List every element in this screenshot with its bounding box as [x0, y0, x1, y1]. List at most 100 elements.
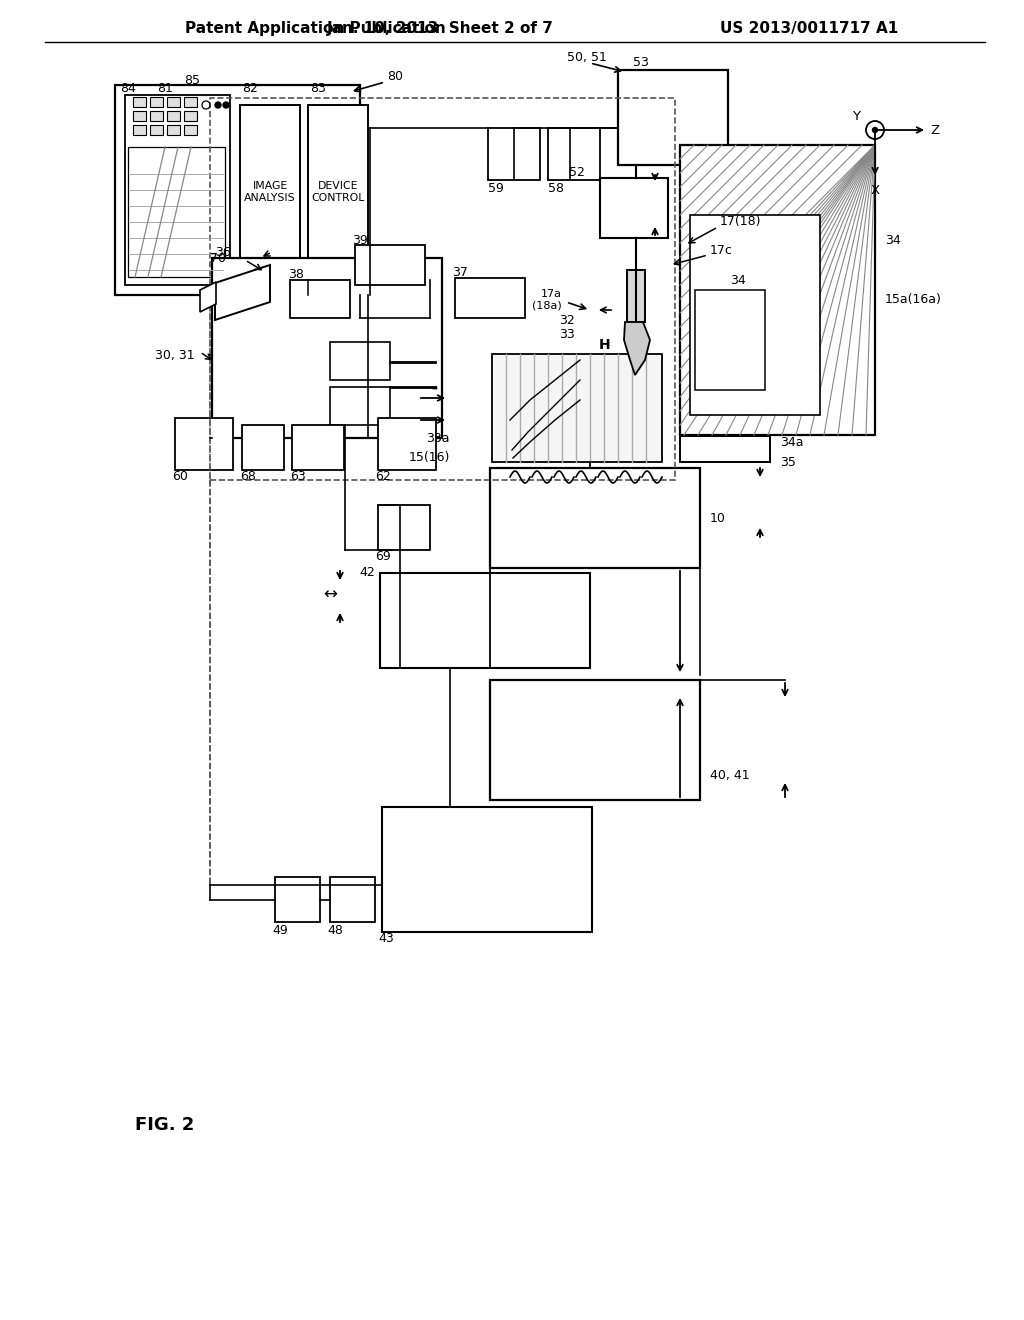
Text: 15(16): 15(16): [409, 451, 450, 465]
Text: 63: 63: [290, 470, 306, 483]
Bar: [242, 425, 284, 470]
Bar: [488, 128, 540, 180]
Bar: [382, 807, 592, 932]
Text: 50, 51: 50, 51: [567, 51, 607, 65]
Text: 33a: 33a: [427, 432, 450, 445]
Text: 48: 48: [327, 924, 343, 936]
Text: 52: 52: [569, 165, 585, 178]
Bar: [133, 125, 146, 135]
Bar: [167, 125, 180, 135]
Text: Patent Application Publication: Patent Application Publication: [185, 21, 445, 36]
Bar: [184, 96, 197, 107]
Bar: [212, 257, 442, 438]
Bar: [380, 573, 590, 668]
Bar: [175, 418, 233, 470]
Text: 33: 33: [559, 329, 575, 342]
Bar: [150, 125, 163, 135]
Text: X: X: [870, 183, 880, 197]
Polygon shape: [215, 265, 270, 319]
Text: Jan. 10, 2013  Sheet 2 of 7: Jan. 10, 2013 Sheet 2 of 7: [327, 21, 553, 36]
Text: 38: 38: [288, 268, 304, 281]
Text: 34: 34: [885, 234, 901, 247]
Bar: [184, 111, 197, 121]
Bar: [240, 106, 300, 280]
Text: 58: 58: [548, 181, 564, 194]
Text: 82: 82: [242, 82, 258, 95]
Bar: [355, 246, 425, 285]
Text: 43: 43: [378, 932, 394, 945]
Bar: [490, 680, 700, 800]
Bar: [133, 111, 146, 121]
Bar: [330, 876, 375, 921]
Text: DEVICE
CONTROL: DEVICE CONTROL: [311, 181, 365, 203]
Bar: [490, 469, 700, 568]
Bar: [184, 125, 197, 135]
Bar: [167, 96, 180, 107]
Text: 17a
(18a): 17a (18a): [532, 289, 562, 310]
Text: 10: 10: [710, 511, 726, 524]
Text: 34: 34: [730, 273, 745, 286]
Bar: [330, 387, 390, 425]
Text: 62: 62: [375, 470, 391, 483]
Polygon shape: [200, 282, 216, 312]
Text: Z: Z: [931, 124, 940, 136]
Bar: [150, 111, 163, 121]
Circle shape: [223, 102, 229, 108]
Bar: [292, 425, 344, 470]
Text: 34a: 34a: [780, 436, 804, 449]
Bar: [150, 96, 163, 107]
Text: IMAGE
ANALYSIS: IMAGE ANALYSIS: [244, 181, 296, 203]
Text: 36: 36: [215, 246, 230, 259]
Text: 42: 42: [359, 565, 375, 578]
Text: US 2013/0011717 A1: US 2013/0011717 A1: [720, 21, 898, 36]
Text: 83: 83: [310, 82, 326, 95]
Polygon shape: [624, 322, 650, 375]
Text: 84: 84: [120, 82, 136, 95]
Text: 30, 31: 30, 31: [156, 348, 195, 362]
Bar: [548, 128, 600, 180]
Bar: [492, 354, 662, 462]
Circle shape: [872, 128, 878, 132]
Text: 69: 69: [375, 550, 391, 564]
Text: Y: Y: [852, 110, 860, 123]
Bar: [680, 436, 770, 462]
Bar: [167, 111, 180, 121]
Text: 49: 49: [272, 924, 288, 936]
Text: 60: 60: [172, 470, 187, 483]
Bar: [125, 95, 230, 285]
Bar: [600, 178, 668, 238]
Text: ↔: ↔: [323, 586, 337, 605]
Text: 32: 32: [559, 314, 575, 326]
Bar: [455, 279, 525, 318]
Bar: [695, 290, 765, 389]
Text: 37: 37: [452, 265, 468, 279]
Text: 35: 35: [780, 455, 796, 469]
Bar: [128, 147, 225, 277]
Text: 70: 70: [210, 252, 226, 264]
Text: 53: 53: [633, 55, 649, 69]
Bar: [210, 98, 675, 480]
Bar: [308, 106, 368, 280]
Bar: [680, 145, 874, 436]
Bar: [133, 96, 146, 107]
Text: 80: 80: [387, 70, 403, 83]
Bar: [627, 271, 645, 322]
Text: H: H: [599, 338, 610, 352]
Bar: [275, 876, 319, 921]
Text: 85: 85: [184, 74, 200, 87]
Bar: [690, 215, 820, 414]
Text: 17c: 17c: [710, 243, 733, 256]
Text: FIG. 2: FIG. 2: [135, 1115, 195, 1134]
Text: 40, 41: 40, 41: [710, 768, 750, 781]
Text: 15a(16a): 15a(16a): [885, 293, 942, 306]
Bar: [618, 70, 728, 165]
Text: 81: 81: [157, 82, 173, 95]
Circle shape: [215, 102, 221, 108]
Text: 59: 59: [488, 181, 504, 194]
Bar: [290, 280, 350, 318]
Bar: [378, 506, 430, 550]
Bar: [330, 342, 390, 380]
Text: 39: 39: [352, 234, 368, 247]
Text: 17(18): 17(18): [720, 215, 762, 228]
Bar: [115, 84, 360, 294]
